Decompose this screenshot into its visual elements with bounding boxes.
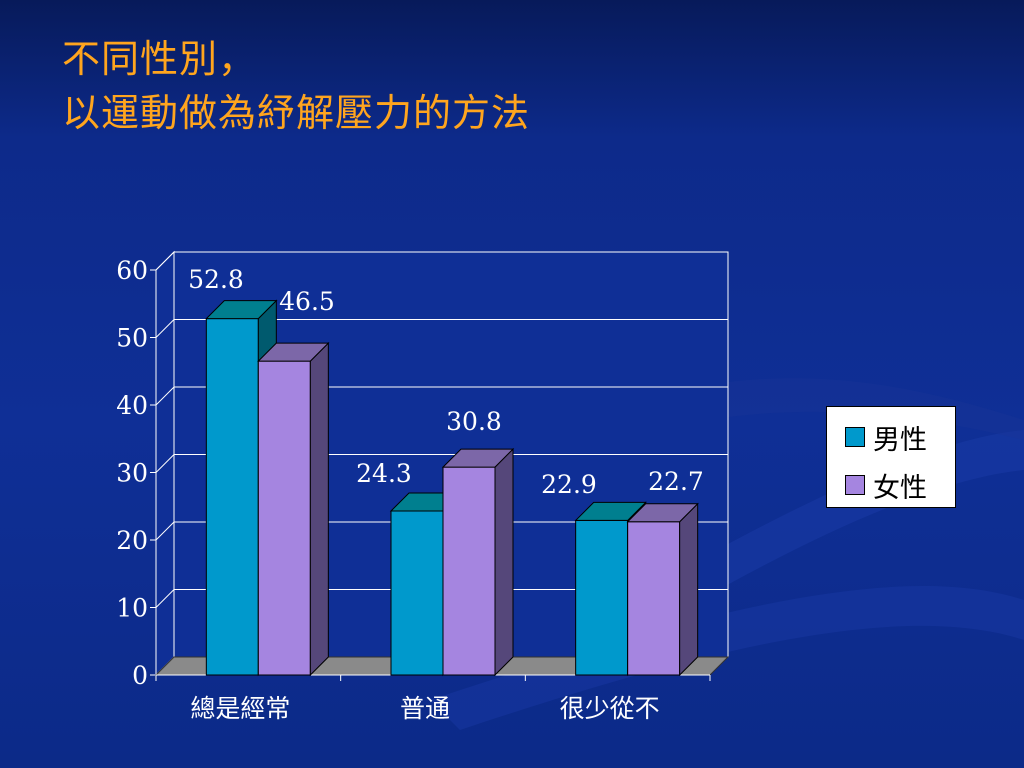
bar-front (257, 360, 311, 676)
bar-side (679, 502, 699, 677)
gridline-side (155, 319, 175, 338)
bar-front (390, 510, 444, 676)
y-tick-label: 0 (132, 661, 148, 690)
gridline-side (155, 454, 175, 473)
data-label: 22.7 (648, 467, 704, 496)
bar-top (257, 342, 330, 362)
gridline-side (155, 521, 175, 541)
bar-front (442, 466, 496, 676)
bar-top (574, 501, 647, 521)
gridline-side (155, 589, 175, 608)
data-label: 24.3 (356, 459, 412, 488)
bar-front (627, 521, 681, 676)
x-tick-label: 普通 (400, 694, 450, 723)
bar-top (441, 448, 515, 468)
legend-swatch-female (845, 475, 865, 495)
bar-side (309, 341, 329, 677)
slide-title-line-1: 不同性別， (62, 37, 258, 81)
y-tick-label: 40 (116, 391, 148, 420)
bar-side (494, 447, 514, 677)
data-label: 22.9 (541, 470, 597, 499)
gridline-side (155, 251, 175, 271)
bar-front (205, 318, 259, 676)
data-label: 46.5 (279, 287, 335, 316)
slide-title-line-2: 以運動做為紓解壓力的方法 (62, 91, 531, 135)
bar-top (626, 503, 699, 523)
legend-label-male: 男性 (873, 424, 927, 456)
x-tick-label: 總是經常 (190, 694, 290, 723)
y-tick-label: 10 (116, 594, 148, 623)
y-tick-label: 30 (116, 459, 148, 488)
legend-item-male: 男性 (845, 419, 927, 456)
x-tick-label: 很少從不 (560, 694, 660, 723)
slide-title: 不同性別， 以運動做為紓解壓力的方法 (62, 32, 530, 140)
y-tick-label: 20 (116, 526, 148, 555)
legend-swatch-male (845, 427, 865, 447)
gridline-side (155, 386, 175, 406)
data-label: 30.8 (446, 407, 502, 436)
legend-label-female: 女性 (873, 472, 927, 504)
bar-front (575, 519, 629, 676)
y-tick-label: 60 (116, 256, 148, 285)
legend-item-female: 女性 (845, 467, 927, 504)
data-label: 52.8 (188, 265, 244, 294)
bar-top (205, 300, 278, 320)
chart-legend: 男性 女性 (826, 406, 956, 508)
y-tick-label: 50 (116, 324, 148, 353)
